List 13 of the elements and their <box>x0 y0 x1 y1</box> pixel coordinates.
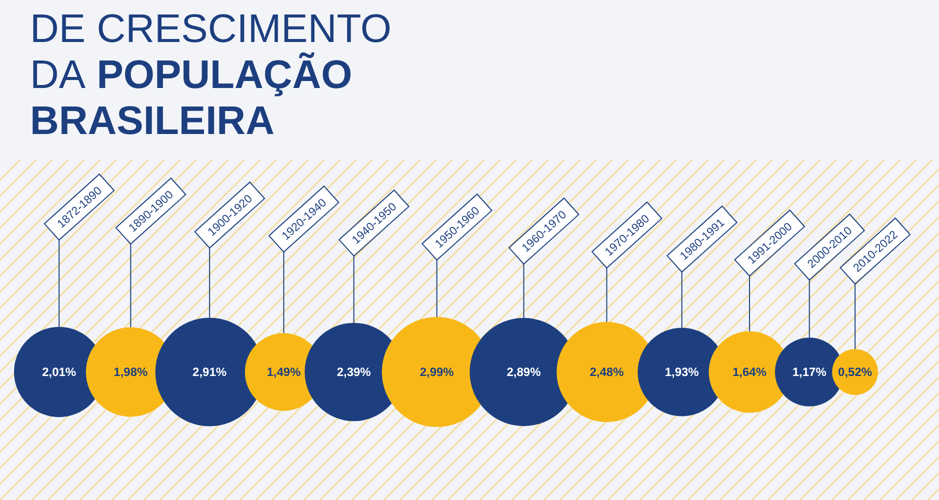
data-label: 2,01% <box>42 365 76 379</box>
data-label: 1,64% <box>732 365 767 379</box>
data-label: 0,52% <box>838 365 872 379</box>
data-label: 1,93% <box>664 365 700 379</box>
data-label: 1,49% <box>266 365 302 379</box>
data-label: 1,98% <box>114 365 148 379</box>
data-label: 2,39% <box>336 365 372 379</box>
data-label: 2,89% <box>506 365 542 379</box>
data-label: 1,17% <box>792 365 827 379</box>
data-label: 2,48% <box>590 365 624 379</box>
text: DE CRESCIMENTO DA POPULAÇÃO BRASILEIRA <box>30 7 392 143</box>
data-label: 2,99% <box>420 365 454 379</box>
data-label: 2,91% <box>192 365 227 379</box>
